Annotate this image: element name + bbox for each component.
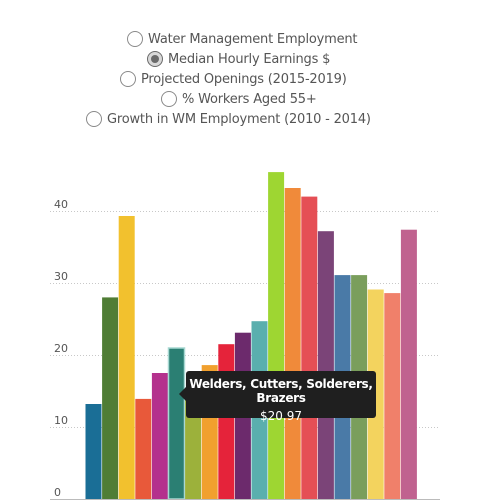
bar[interactable] [400,229,417,499]
radio-button[interactable] [86,111,102,127]
y-tick-label: 10 [54,414,68,427]
radio-label: Growth in WM Employment (2010 - 2014) [107,111,371,127]
bar[interactable] [301,196,318,499]
tooltip-value: $20.97 [260,409,302,423]
bar[interactable] [85,404,102,499]
bars [85,172,417,500]
bar[interactable] [102,297,119,499]
radio-label: % Workers Aged 55+ [182,91,317,107]
bar-tooltip: Welders, Cutters, Solderers, Brazers $20… [179,371,376,423]
bar[interactable] [185,394,202,499]
bar[interactable] [284,188,301,499]
bar[interactable] [151,373,168,499]
tooltip-title: Welders, Cutters, Solderers, Brazers [189,377,373,405]
radio-button[interactable] [161,91,177,107]
metric-radio-group: Water Management Employment Median Hourly… [0,0,494,135]
radio-button[interactable] [147,51,163,67]
radio-option[interactable]: Growth in WM Employment (2010 - 2014) [86,109,371,129]
bar-highlighted[interactable] [167,347,186,500]
y-tick-label: 40 [54,198,68,211]
y-tick-label: 0 [54,486,61,499]
y-tick-label: 30 [54,270,68,283]
bar[interactable] [384,293,401,499]
bar[interactable] [268,172,285,499]
radio-option[interactable]: % Workers Aged 55+ [161,89,317,109]
radio-label: Projected Openings (2015-2019) [141,71,347,87]
y-axis: 0 10 20 30 40 [54,198,68,499]
radio-option[interactable]: Water Management Employment [127,29,358,49]
radio-button[interactable] [127,31,143,47]
radio-option[interactable]: Projected Openings (2015-2019) [120,69,347,89]
radio-button[interactable] [120,71,136,87]
bar[interactable] [135,398,152,499]
y-tick-label: 20 [54,342,68,355]
radio-option[interactable]: Median Hourly Earnings $ [147,49,330,69]
bar[interactable] [118,216,135,499]
radio-label: Water Management Employment [148,31,358,47]
radio-label: Median Hourly Earnings $ [168,51,331,67]
bar[interactable] [317,231,334,499]
